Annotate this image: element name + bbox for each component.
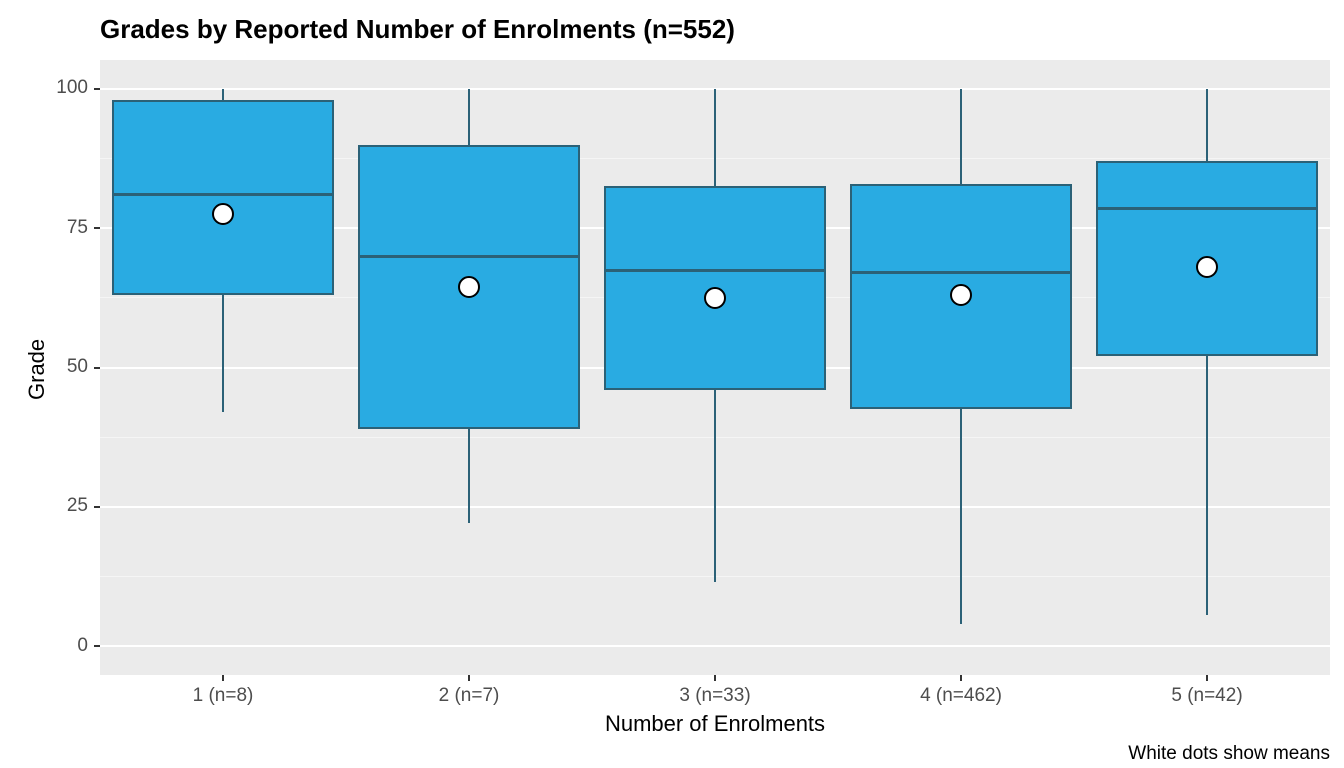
x-tick-mark bbox=[222, 675, 224, 681]
y-tick-label: 0 bbox=[77, 635, 88, 657]
mean-point bbox=[950, 284, 972, 306]
x-tick-label: 3 (n=33) bbox=[592, 685, 838, 707]
x-tick-mark bbox=[1206, 675, 1208, 681]
x-tick-mark bbox=[960, 675, 962, 681]
x-tick-label: 5 (n=42) bbox=[1084, 685, 1330, 707]
y-tick-mark bbox=[94, 645, 100, 647]
y-tick-mark bbox=[94, 506, 100, 508]
y-tick-mark bbox=[94, 227, 100, 229]
median-line bbox=[604, 269, 825, 272]
median-line bbox=[1096, 207, 1317, 210]
chart-title: Grades by Reported Number of Enrolments … bbox=[100, 14, 735, 45]
chart-caption-text: White dots show means bbox=[1128, 743, 1330, 764]
chart-title-text: Grades by Reported Number of Enrolments … bbox=[100, 14, 735, 44]
median-line bbox=[850, 271, 1071, 274]
y-axis-label-text: Grade bbox=[24, 339, 49, 400]
box bbox=[112, 100, 333, 295]
x-axis-label-text: Number of Enrolments bbox=[605, 711, 825, 736]
y-tick-label: 50 bbox=[67, 356, 88, 378]
mean-point bbox=[458, 276, 480, 298]
x-tick-label: 1 (n=8) bbox=[100, 685, 346, 707]
plot-panel bbox=[100, 60, 1330, 675]
y-tick-label: 100 bbox=[56, 77, 88, 99]
median-line bbox=[358, 255, 579, 258]
gridline-major bbox=[100, 645, 1330, 647]
y-axis-label: Grade bbox=[24, 339, 50, 400]
x-tick-label: 2 (n=7) bbox=[346, 685, 592, 707]
chart-container: { "title": { "text": "Grades by Reported… bbox=[0, 0, 1344, 768]
x-tick-mark bbox=[468, 675, 470, 681]
x-tick-label: 4 (n=462) bbox=[838, 685, 1084, 707]
x-tick-mark bbox=[714, 675, 716, 681]
x-axis-label: Number of Enrolments bbox=[100, 711, 1330, 737]
chart-caption: White dots show means bbox=[1128, 743, 1330, 765]
y-tick-label: 25 bbox=[67, 495, 88, 517]
y-tick-mark bbox=[94, 367, 100, 369]
median-line bbox=[112, 193, 333, 196]
y-tick-label: 75 bbox=[67, 217, 88, 239]
y-tick-mark bbox=[94, 88, 100, 90]
mean-point bbox=[704, 287, 726, 309]
